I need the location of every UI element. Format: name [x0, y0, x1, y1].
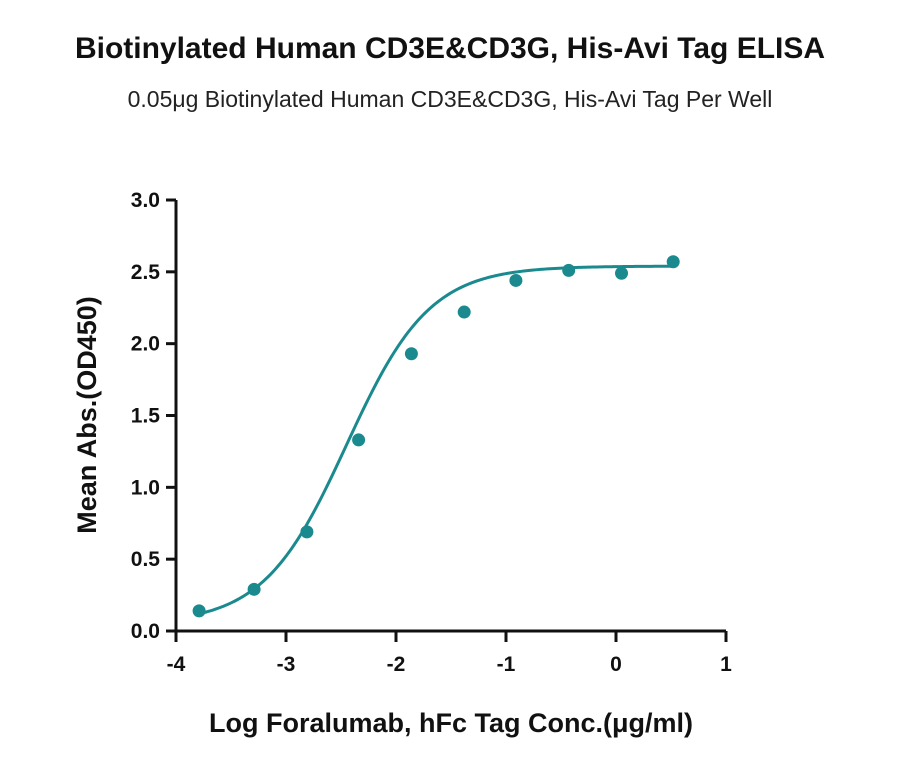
data-point	[457, 305, 471, 319]
y-tick-label: 2.0	[131, 333, 160, 356]
y-tick-label: 2.5	[131, 261, 161, 284]
fit-curve	[198, 264, 674, 616]
y-tick-label: 0.0	[131, 620, 160, 643]
y-axis-label: Mean Abs.(OD450)	[72, 296, 102, 534]
data-point	[509, 273, 523, 287]
y-tick-label: 1.0	[131, 476, 160, 499]
x-tick-label: -3	[277, 653, 296, 676]
y-tick-label: 0.5	[131, 548, 161, 571]
data-point	[352, 433, 366, 447]
data-point	[562, 263, 576, 277]
chart-subtitle: 0.05μg Biotinylated Human CD3E&CD3G, His…	[127, 86, 773, 112]
y-tick-label: 1.5	[131, 405, 161, 428]
data-point	[615, 266, 628, 280]
data-point	[404, 347, 418, 361]
fit-curve-layer	[198, 264, 674, 616]
x-tick-label: -1	[497, 653, 516, 676]
x-tick-label: -4	[167, 653, 186, 676]
data-points-layer	[192, 255, 680, 618]
chart-title: Biotinylated Human CD3E&CD3G, His-Avi Ta…	[74, 32, 826, 65]
data-point	[247, 582, 261, 596]
y-tick-label: 3.0	[131, 189, 160, 212]
data-point	[192, 604, 206, 618]
data-point	[300, 525, 314, 539]
data-point	[666, 255, 680, 269]
x-tick-label: 0	[610, 653, 622, 676]
x-axis-label: Log Foralumab, hFc Tag Conc.(μg/ml)	[209, 708, 693, 738]
axes: 0.0 0.5 1.0 1.5 2.0 2.5 3.0 -4 -3 -2 -1 0 1	[131, 189, 732, 676]
x-tick-label: 1	[720, 653, 732, 676]
x-tick-label: -2	[387, 653, 406, 676]
